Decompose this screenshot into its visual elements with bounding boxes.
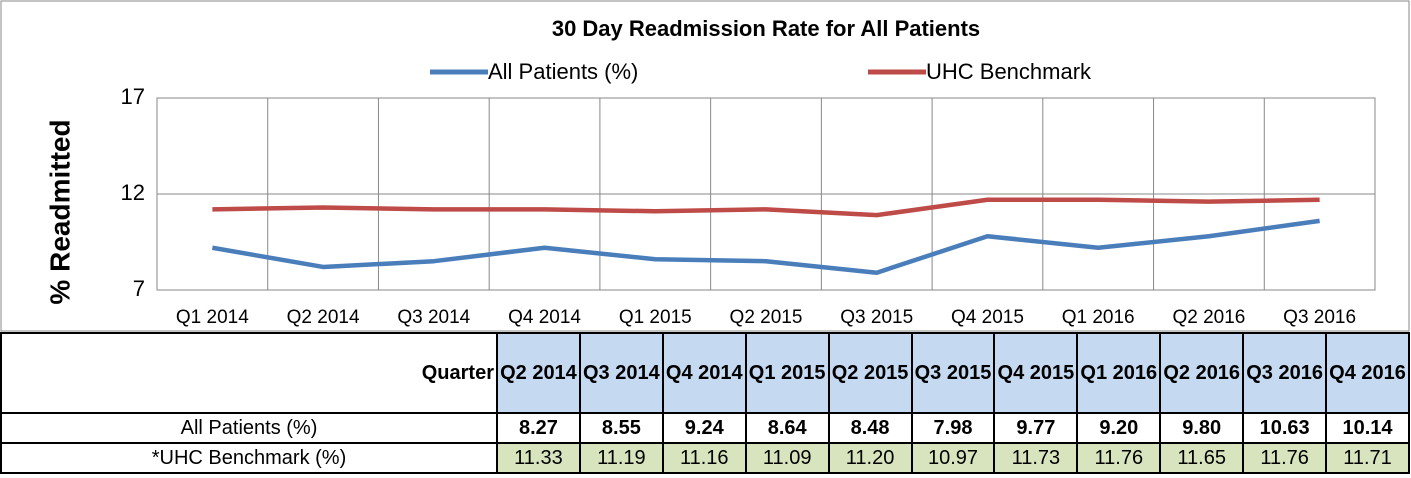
table-cell: 8.55	[578, 412, 664, 444]
x-tick-label: Q4 2015	[951, 307, 1024, 328]
y-tick-label: 7	[133, 276, 145, 301]
table-cell: Q1 2015	[744, 332, 830, 414]
x-tick-label: Q1 2015	[619, 307, 692, 328]
legend-label: UHC Benchmark	[926, 59, 1092, 84]
x-tick-label: Q4 2014	[508, 307, 581, 328]
table-cell: 9.24	[661, 412, 747, 444]
table-cell: Q4 2016	[1325, 332, 1410, 414]
row-label: *UHC Benchmark (%)	[0, 442, 498, 474]
x-tick-label: Q2 2016	[1172, 307, 1245, 328]
table-cell: 11.73	[993, 442, 1079, 474]
table-cell: 11.76	[1242, 442, 1328, 474]
table-cell: 11.71	[1325, 442, 1410, 474]
table-cell: 10.63	[1242, 412, 1328, 444]
table-cell: 9.77	[993, 412, 1079, 444]
table-cell: 8.48	[827, 412, 913, 444]
chart-title: 30 Day Readmission Rate for All Patients	[552, 16, 980, 41]
table-cell: Q2 2016	[1159, 332, 1245, 414]
y-tick-label: 17	[121, 84, 145, 109]
table-cell: 10.14	[1325, 412, 1410, 444]
table-cell: 11.33	[496, 442, 581, 474]
x-tick-label: Q1 2014	[176, 307, 249, 328]
chart-frame	[0, 0, 1410, 332]
table-row: All Patients (%) 8.27 8.55 9.24 8.64 8.48 7.98…	[0, 412, 1410, 444]
chart: 30 Day Readmission Rate for All Patients…	[0, 0, 1410, 332]
table-cell: 11.16	[661, 442, 747, 474]
x-tick-label: Q3 2014	[397, 307, 470, 328]
x-tick-label: Q2 2014	[287, 307, 360, 328]
row-label: Quarter	[0, 332, 498, 414]
table-cell: 9.80	[1159, 412, 1245, 444]
table-cell: 8.27	[496, 412, 581, 444]
table-row: *UHC Benchmark (%) 11.33 11.19 11.16 11.09 11…	[0, 442, 1410, 474]
y-tick-label: 12	[121, 180, 145, 205]
table-cell: 11.19	[578, 442, 664, 474]
x-tick-label: Q1 2016	[1062, 307, 1135, 328]
data-table: Quarter Q2 2014 Q3 2014 Q4 2014 Q1 2015 Q2 20…	[0, 332, 1410, 474]
table-cell: 9.20	[1076, 412, 1162, 444]
table-cell: Q4 2014	[661, 332, 747, 414]
x-tick-label: Q3 2015	[840, 307, 913, 328]
table-cell: Q1 2016	[1076, 332, 1162, 414]
table-cell: 11.65	[1159, 442, 1245, 474]
table-cell: Q2 2014	[496, 332, 581, 414]
table-cell: 11.09	[744, 442, 830, 474]
y-axis-label: % Readmitted	[44, 119, 75, 304]
table-cell: Q3 2015	[910, 332, 996, 414]
series-line	[211, 218, 1320, 275]
table-cell: Q2 2015	[827, 332, 913, 414]
table-cell: 7.98	[910, 412, 996, 444]
table-cell: 11.76	[1076, 442, 1162, 474]
legend-label: All Patients (%)	[488, 59, 638, 84]
table-cell: Q4 2015	[993, 332, 1079, 414]
x-tick-label: Q2 2015	[730, 307, 803, 328]
x-tick-label: Q3 2016	[1283, 307, 1356, 328]
series-line	[212, 197, 1320, 218]
table-row: Quarter Q2 2014 Q3 2014 Q4 2014 Q1 2015 Q2 20…	[0, 332, 1410, 414]
row-label: All Patients (%)	[0, 412, 498, 444]
table-cell: 8.64	[744, 412, 830, 444]
table-cell: 11.20	[827, 442, 913, 474]
table-cell: Q3 2014	[578, 332, 664, 414]
table-cell: 10.97	[910, 442, 996, 474]
table-cell: Q3 2016	[1242, 332, 1328, 414]
